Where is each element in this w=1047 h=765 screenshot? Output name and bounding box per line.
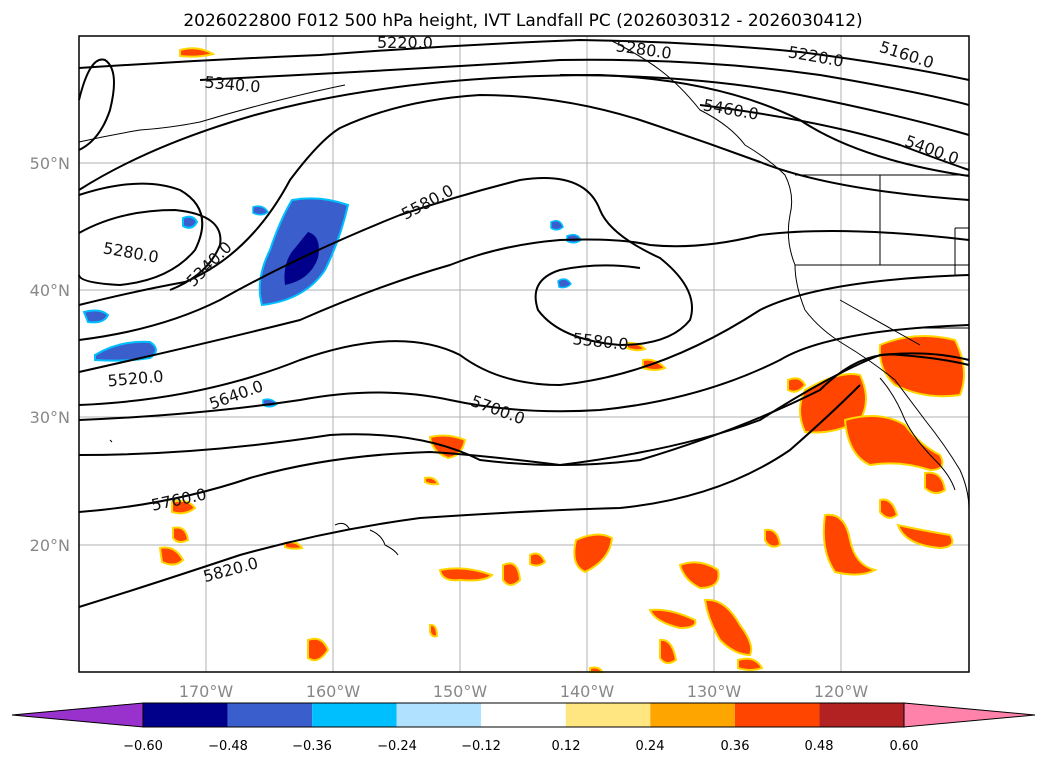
colorbar-segment [227, 703, 313, 727]
negative-ivt-regions [82, 197, 582, 408]
colorbar-tick: −0.12 [461, 739, 501, 754]
colorbar-outline [142, 702, 905, 728]
colorbar-segment [481, 703, 566, 727]
colorbar-tick: 0.24 [636, 739, 665, 754]
figure-title: 2026022800 F012 500 hPa height, IVT Land… [183, 11, 862, 31]
colorbar-tick: 0.60 [890, 739, 919, 754]
colorbar [11, 702, 1036, 728]
lon-tick: 140°W [560, 682, 615, 701]
lat-tick-labels: 50°N 40°N 30°N 20°N [30, 154, 70, 555]
colorbar-segment [734, 703, 820, 727]
contour-label: 5520.0 [107, 367, 164, 391]
contour-label: 5340.0 [204, 73, 261, 97]
lon-tick: 130°W [687, 682, 742, 701]
colorbar-segment [396, 703, 482, 727]
colorbar-tick: 0.12 [552, 739, 581, 754]
lat-tick: 30°N [30, 408, 70, 427]
colorbar-tick: −0.36 [292, 739, 332, 754]
colorbar-tick: −0.24 [377, 739, 417, 754]
colorbar-tick-labels: −0.60 −0.48 −0.36 −0.24 −0.12 0.12 0.24 … [123, 739, 918, 754]
map-area [79, 36, 969, 672]
lon-tick: 150°W [433, 682, 488, 701]
height-contours [78, 38, 970, 608]
colorbar-segment [143, 703, 228, 727]
lat-tick: 20°N [30, 536, 70, 555]
colorbar-tick: −0.60 [123, 739, 163, 754]
lat-tick: 50°N [30, 154, 70, 173]
colorbar-segment [819, 703, 904, 727]
contour-label: 5220.0 [377, 33, 433, 52]
colorbar-tick: −0.48 [208, 739, 248, 754]
colorbar-tick: 0.48 [805, 739, 834, 754]
lon-tick: 170°W [179, 682, 234, 701]
colorbar-segment [650, 703, 735, 727]
colorbar-segment [312, 703, 397, 727]
lon-tick: 120°W [814, 682, 869, 701]
lon-tick: 160°W [306, 682, 361, 701]
lon-tick-labels: 170°W 160°W 150°W 140°W 130°W 120°W [179, 682, 869, 701]
colorbar-extend-min [11, 702, 144, 728]
positive-ivt-regions [158, 47, 965, 673]
map-frame [78, 35, 970, 673]
colorbar-segment [565, 703, 651, 727]
coastlines [78, 39, 970, 556]
lat-tick: 40°N [30, 281, 70, 300]
colorbar-extend-max [903, 702, 1036, 728]
colorbar-tick: 0.36 [721, 739, 750, 754]
